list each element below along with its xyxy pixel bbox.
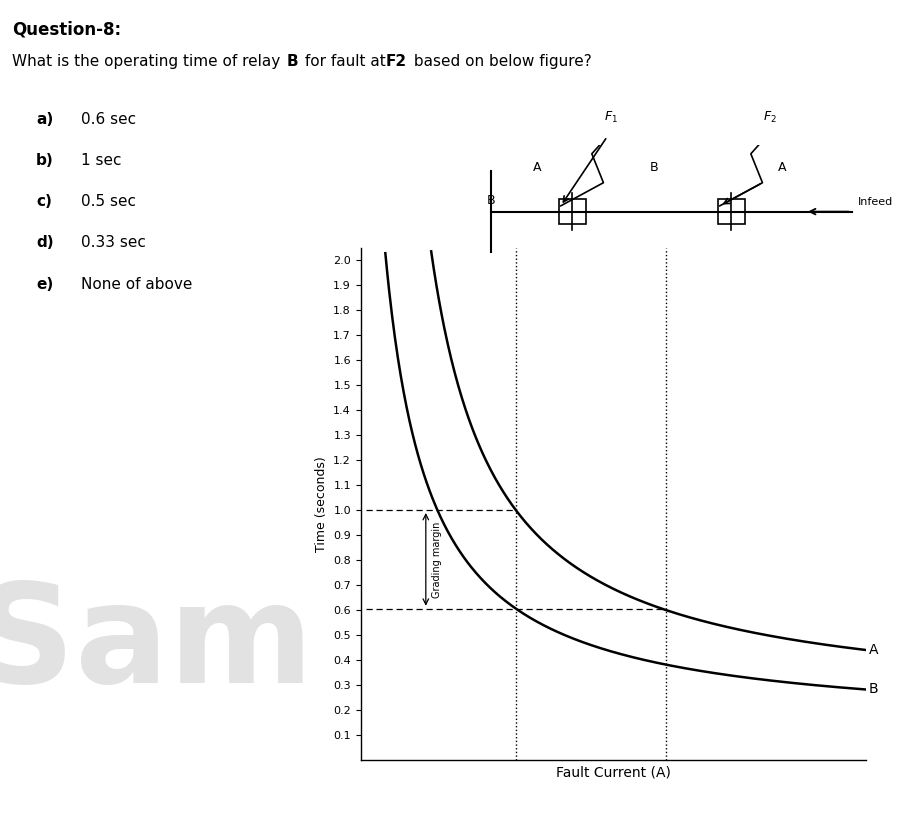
Text: a): a) xyxy=(36,112,53,126)
Text: 0.6 sec: 0.6 sec xyxy=(81,112,136,126)
Text: What is the operating time of relay: What is the operating time of relay xyxy=(12,54,285,69)
Text: based on below figure?: based on below figure? xyxy=(409,54,592,69)
Text: B: B xyxy=(649,161,658,174)
Y-axis label: Time (seconds): Time (seconds) xyxy=(315,456,327,552)
Text: B: B xyxy=(287,54,299,69)
Text: Grading margin: Grading margin xyxy=(432,521,442,597)
Text: 1 sec: 1 sec xyxy=(81,153,122,168)
Text: $F_2$: $F_2$ xyxy=(763,110,778,125)
Text: d): d) xyxy=(36,235,54,250)
Text: A: A xyxy=(869,643,878,657)
Text: 0.33 sec: 0.33 sec xyxy=(81,235,146,250)
Text: F2: F2 xyxy=(386,54,407,69)
Bar xyxy=(718,199,745,225)
Text: e): e) xyxy=(36,277,53,292)
Text: $F_1$: $F_1$ xyxy=(604,110,618,125)
Text: B: B xyxy=(487,193,495,206)
Text: for fault at: for fault at xyxy=(300,54,391,69)
Text: B: B xyxy=(869,682,878,696)
Text: Sam: Sam xyxy=(0,577,314,712)
Text: A: A xyxy=(778,161,787,174)
Text: Infeed: Infeed xyxy=(858,197,893,207)
Text: A: A xyxy=(533,161,542,174)
Bar xyxy=(559,199,586,225)
Text: c): c) xyxy=(36,194,52,209)
Text: Question-8:: Question-8: xyxy=(12,21,121,39)
X-axis label: Fault Current (A): Fault Current (A) xyxy=(556,766,671,780)
Text: b): b) xyxy=(36,153,54,168)
Text: None of above: None of above xyxy=(81,277,192,292)
Text: 0.5 sec: 0.5 sec xyxy=(81,194,136,209)
